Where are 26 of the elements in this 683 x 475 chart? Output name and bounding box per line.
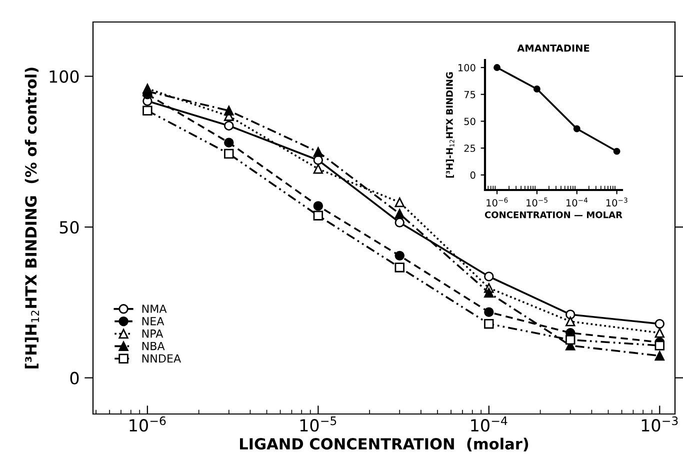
y-tick-label: 75: [464, 90, 476, 98]
legend-label: NNDEA: [142, 354, 182, 362]
legend-label: NMA: [142, 304, 167, 313]
y-tick-label: 50: [60, 221, 79, 234]
x-tick-label: 10$^{−5}$: [300, 416, 336, 432]
y-tick-label: 100: [50, 70, 79, 83]
y-tick-label: 25: [464, 144, 476, 152]
x-tick-label: 10$^{−3}$: [606, 198, 628, 206]
x-tick-label: 10$^{−6}$: [486, 198, 508, 206]
legend-label: NBA: [142, 342, 165, 350]
y-axis-title: [³H]-H$_{12}$HTX BINDING: [446, 72, 454, 178]
y-tick-label: 0: [470, 171, 476, 179]
y-tick-label: 0: [70, 372, 79, 384]
chart-title: AMANTADINE: [517, 44, 590, 52]
legend-label: NPA: [142, 330, 164, 338]
x-tick-label: 10$^{−4}$: [471, 416, 508, 432]
x-tick-label: 10$^{−4}$: [566, 198, 588, 206]
y-tick-label: 100: [458, 64, 476, 72]
x-tick-label: 10$^{−5}$: [526, 198, 548, 206]
x-axis-title: LIGAND CONCENTRATION (molar): [240, 438, 528, 452]
y-axis-title: [³H]H$_{12}$HTX BINDING (% of control): [24, 68, 39, 368]
x-tick-label: 10$^{−6}$: [130, 416, 166, 432]
legend-label: NEA: [142, 317, 164, 326]
y-tick-label: 50: [464, 118, 476, 126]
x-tick-label: 10$^{−3}$: [642, 416, 678, 432]
x-axis-title: CONCENTRATION — MOLAR: [484, 211, 622, 218]
